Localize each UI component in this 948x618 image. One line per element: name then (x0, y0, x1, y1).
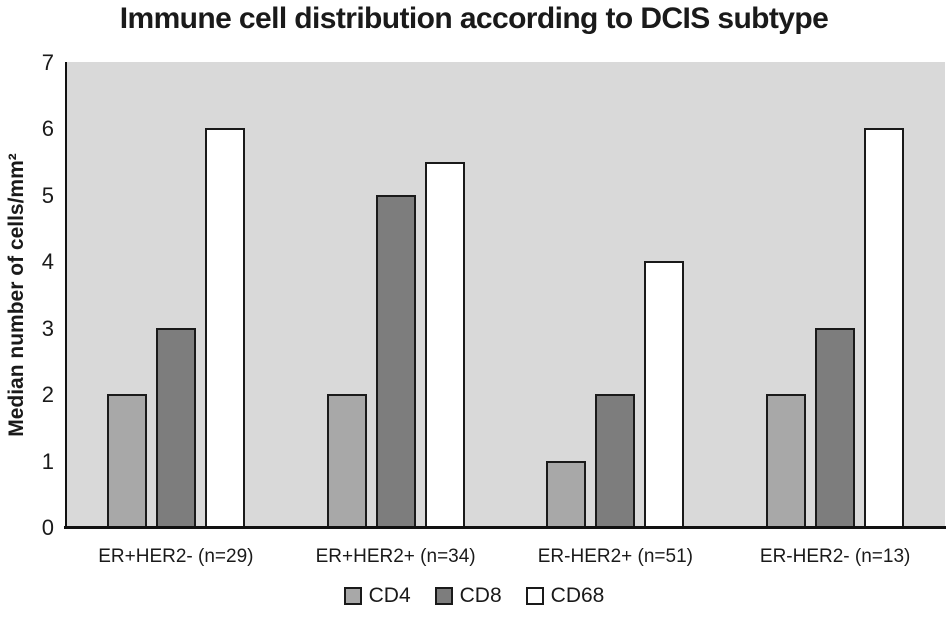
legend-swatch-cd8 (434, 586, 453, 605)
y-tick-label: 7 (41, 50, 54, 75)
legend-label-cd68: CD68 (550, 584, 605, 607)
bar-cd68-group-3 (644, 261, 685, 527)
bar-cd4-group-4 (766, 394, 807, 527)
y-axis-line (65, 62, 67, 528)
y-tick-label: 2 (41, 382, 54, 408)
y-tick-label: 0 (41, 515, 54, 540)
legend-item-cd68: CD68 (525, 584, 605, 607)
bar-cd4-group-1 (106, 394, 147, 527)
bar-cd68-group-4 (864, 128, 905, 527)
bar-cd8-group-2 (375, 194, 416, 527)
bar-cd68-group-2 (424, 161, 465, 527)
legend-label-cd4: CD4 (368, 584, 411, 607)
legend-swatch-cd4 (343, 586, 362, 605)
bar-cd8-group-3 (595, 394, 636, 527)
y-tick-label: 4 (41, 249, 54, 275)
legend-swatch-cd68 (525, 586, 544, 605)
x-axis-line (64, 526, 946, 529)
y-tick-label: 1 (41, 448, 54, 474)
chart-title: Immune cell distribution according to DC… (119, 2, 829, 35)
bar-cd4-group-2 (326, 394, 367, 527)
bar-cd8-group-1 (155, 327, 196, 527)
legend-label-cd8: CD8 (459, 584, 502, 607)
x-axis-category-labels: ER+HER2- (n=29) ER+HER2+ (n=34) ER-HER2+ (… (0, 546, 948, 572)
x-axis-category-label: ER-HER2- (n=13) (759, 546, 911, 567)
plot-area (66, 62, 945, 527)
y-tick-label: 5 (41, 182, 54, 208)
y-tick-label: 6 (41, 116, 54, 142)
bar-cd8-group-4 (815, 327, 856, 527)
legend-item-cd4: CD4 (343, 584, 411, 607)
legend-item-cd8: CD8 (434, 584, 502, 607)
bar-cd4-group-3 (546, 460, 587, 527)
x-axis-category-label: ER+HER2- (n=29) (98, 546, 254, 567)
legend: CD4 CD8 CD68 (0, 585, 948, 606)
x-axis-category-label: ER+HER2+ (n=34) (315, 546, 476, 567)
bar-cd68-group-1 (204, 128, 245, 527)
y-tick-label: 3 (41, 315, 54, 341)
x-axis-category-label: ER-HER2+ (n=51) (537, 546, 693, 567)
